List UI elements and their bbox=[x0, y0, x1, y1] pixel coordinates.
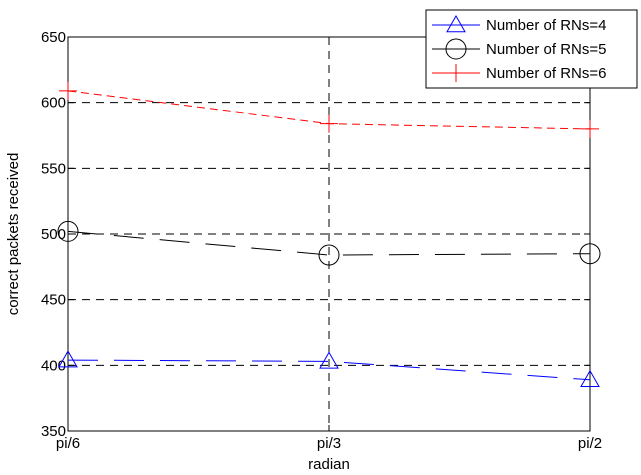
data-point-triangle bbox=[319, 351, 339, 369]
series-3 bbox=[59, 81, 599, 138]
y-tick-labels: 350 400 450 500 550 600 650 bbox=[41, 29, 590, 440]
legend-marker-circle bbox=[445, 38, 467, 60]
data-point-plus bbox=[59, 81, 77, 100]
series-lines bbox=[57, 81, 601, 388]
series-line bbox=[67, 359, 591, 381]
legend: Number of RNs=4 Number of RNs=5 Number of … bbox=[425, 9, 638, 89]
x-tick-labels: pi/6 pi/3 pi/2 bbox=[56, 425, 602, 452]
series-2 bbox=[57, 220, 601, 266]
data-point-plus bbox=[581, 119, 599, 138]
data-point-plus bbox=[320, 114, 338, 133]
data-point-triangle bbox=[580, 369, 600, 388]
data-point-circle bbox=[579, 243, 601, 265]
legend-label: Number of RNs=6 bbox=[486, 65, 606, 82]
x-tick-label: pi/3 bbox=[317, 435, 341, 452]
y-tick-label: 600 bbox=[41, 95, 66, 112]
y-tick-label: 350 bbox=[41, 423, 66, 440]
data-point-circle bbox=[318, 244, 340, 266]
y-tick-label: 550 bbox=[41, 160, 66, 177]
y-axis-label: correct packets received bbox=[5, 153, 22, 316]
legend-marker-plus bbox=[447, 64, 465, 82]
legend-item: Number of RNs=6 bbox=[432, 64, 606, 82]
series-1 bbox=[58, 350, 600, 388]
data-point-circle bbox=[57, 220, 79, 242]
y-tick-label: 500 bbox=[41, 226, 66, 243]
y-tick-label: 650 bbox=[41, 29, 66, 46]
legend-marker-triangle bbox=[446, 14, 466, 33]
series-line bbox=[67, 230, 591, 256]
x-axis-label: radian bbox=[308, 456, 350, 473]
y-tick-label: 450 bbox=[41, 292, 66, 309]
legend-label: Number of RNs=5 bbox=[486, 41, 606, 58]
data-point-triangle bbox=[58, 350, 78, 368]
legend-item: Number of RNs=4 bbox=[432, 14, 606, 34]
grid-lines bbox=[68, 37, 590, 431]
x-tick-label: pi/6 bbox=[56, 435, 80, 452]
legend-label: Number of RNs=4 bbox=[486, 17, 606, 34]
x-tick-label: pi/2 bbox=[578, 435, 602, 452]
y-tick-label: 400 bbox=[41, 357, 66, 374]
legend-item: Number of RNs=5 bbox=[432, 38, 606, 60]
